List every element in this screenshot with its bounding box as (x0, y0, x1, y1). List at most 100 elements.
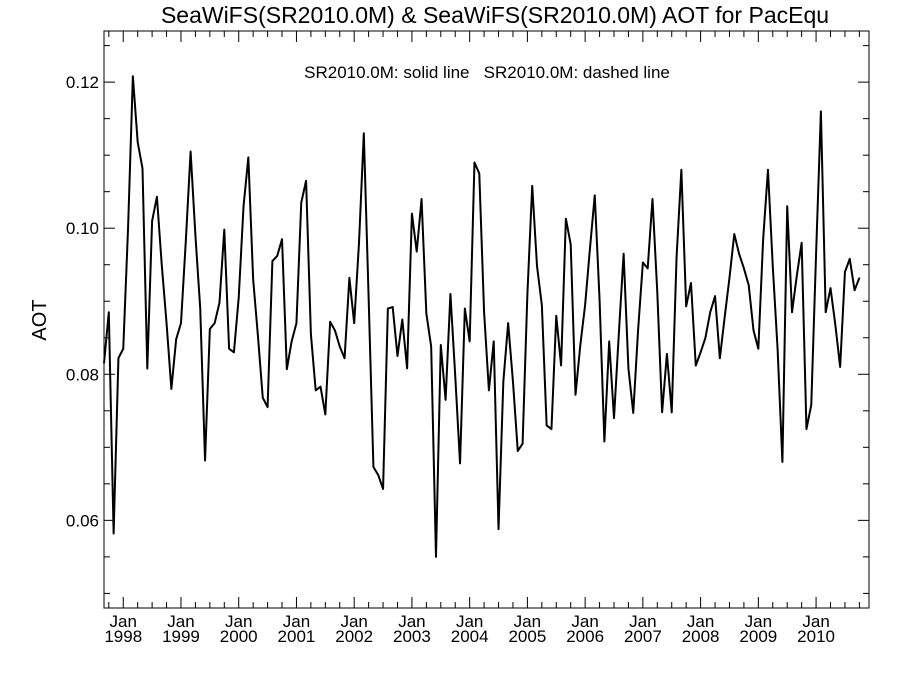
data-point (382, 488, 384, 490)
data-point (700, 351, 702, 353)
data-point (146, 367, 148, 369)
x-tick-label-month: Jan (110, 612, 137, 631)
data-point (339, 346, 341, 348)
data-point (613, 417, 615, 419)
data-point (137, 141, 139, 143)
data-point (252, 278, 254, 280)
x-tick-label-year: 2004 (451, 627, 489, 646)
x-tick-label-month: Jan (629, 612, 656, 631)
data-point (473, 161, 475, 163)
data-point (565, 218, 567, 220)
data-point (796, 275, 798, 277)
data-point (786, 205, 788, 207)
x-tick-label-month: Jan (167, 612, 194, 631)
x-tick-label-year: 2007 (624, 627, 662, 646)
data-point (320, 386, 322, 388)
data-point (440, 344, 442, 346)
x-tick-label-year: 2002 (335, 627, 373, 646)
data-point (127, 227, 129, 229)
data-point (637, 329, 639, 331)
x-tick-label-year: 1998 (104, 627, 142, 646)
data-point (103, 362, 105, 364)
data-point (599, 299, 601, 301)
data-point (685, 305, 687, 307)
data-point (671, 411, 673, 413)
data-point (858, 277, 860, 279)
data-point (820, 110, 822, 112)
data-point (132, 75, 134, 77)
chart-title: SeaWiFS(SR2010.0M) & SeaWiFS(SR2010.0M) … (160, 2, 830, 28)
x-tick-label-month: Jan (571, 612, 598, 631)
data-point (676, 256, 678, 258)
data-point (777, 348, 779, 350)
data-point (550, 428, 552, 430)
data-point (233, 351, 235, 353)
y-tick-label: 0.06 (66, 511, 99, 530)
data-point (623, 253, 625, 255)
data-point (372, 466, 374, 468)
data-point (305, 180, 307, 182)
data-point (459, 462, 461, 464)
data-point (738, 253, 740, 255)
data-point (854, 289, 856, 291)
data-point (170, 388, 172, 390)
data-point (214, 322, 216, 324)
data-point (430, 346, 432, 348)
data-point (834, 324, 836, 326)
legend-annotation: SR2010.0M: solid line SR2010.0M: dashed … (304, 63, 670, 82)
data-point (753, 329, 755, 331)
data-point (762, 238, 764, 240)
data-point (113, 533, 115, 535)
data-point (300, 202, 302, 204)
x-axis-tick-labels: Jan1998Jan1999Jan2000Jan2001Jan2002Jan20… (104, 612, 835, 646)
data-point (392, 306, 394, 308)
data-point (368, 297, 370, 299)
data-point (618, 333, 620, 335)
data-point (546, 424, 548, 426)
y-tick-label: 0.08 (66, 365, 99, 384)
x-tick-label-month: Jan (745, 612, 772, 631)
data-point (435, 556, 437, 558)
x-tick-label-year: 1999 (162, 627, 200, 646)
data-point (570, 243, 572, 245)
data-point (469, 340, 471, 342)
data-point (329, 321, 331, 323)
data-point (656, 291, 658, 293)
data-point (512, 381, 514, 383)
data-point (247, 156, 249, 158)
data-point (541, 304, 543, 306)
y-axis-tick-labels: 0.06 0.08 0.10 0.12 (66, 73, 99, 530)
data-point (194, 235, 196, 237)
data-point (632, 412, 634, 414)
data-point (733, 233, 735, 235)
data-point (267, 406, 269, 408)
data-point (228, 348, 230, 350)
data-point (815, 253, 817, 255)
data-point (421, 198, 423, 200)
data-point (401, 319, 403, 320)
x-tick-label-month: Jan (687, 612, 714, 631)
data-point (714, 295, 716, 297)
data-point (223, 229, 225, 231)
data-point (767, 169, 769, 171)
data-point (830, 287, 832, 289)
data-point (536, 265, 538, 267)
data-point (680, 169, 682, 171)
data-point (579, 344, 581, 346)
data-point (488, 389, 490, 391)
data-point (555, 315, 557, 317)
data-point (291, 340, 293, 342)
data-point (271, 260, 273, 262)
data-point (844, 271, 846, 273)
data-point (709, 311, 711, 313)
data-point (449, 293, 451, 295)
data-point (594, 194, 596, 196)
data-point (690, 282, 692, 284)
data-point (108, 311, 110, 313)
data-point (166, 322, 168, 324)
data-point (517, 450, 519, 452)
data-point (531, 185, 533, 187)
data-point (526, 293, 528, 295)
data-point (180, 322, 182, 324)
data-point (502, 381, 504, 383)
